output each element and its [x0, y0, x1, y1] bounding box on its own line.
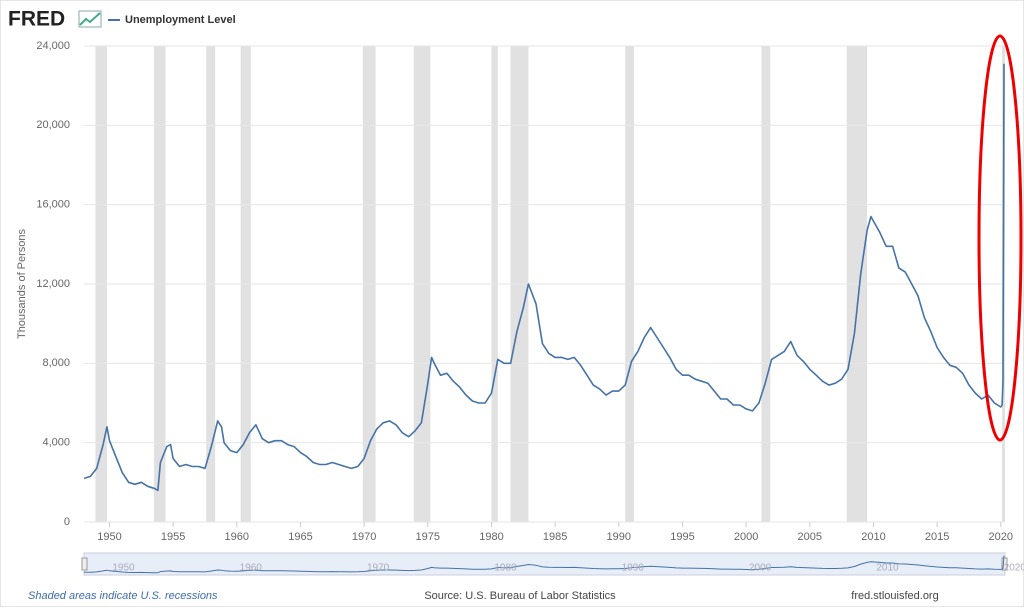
navigator-tick-label: 1990	[622, 563, 645, 574]
y-tick-label: 16,000	[36, 199, 70, 211]
x-tick-label: 1950	[97, 531, 121, 543]
x-tick-label: 1985	[543, 531, 567, 543]
navigator-handle[interactable]	[1001, 557, 1008, 571]
x-tick-label: 2015	[925, 531, 949, 543]
x-tick-label: 2010	[861, 531, 885, 543]
navigator[interactable]	[83, 552, 1006, 576]
x-tick-label: 1990	[607, 531, 631, 543]
logo: FRED	[8, 8, 65, 31]
x-tick-label: 1960	[225, 531, 249, 543]
y-tick-label: 8,000	[42, 357, 70, 369]
footer-source: Source: U.S. Bureau of Labor Statistics	[424, 590, 616, 602]
navigator-tick-label: 2010	[876, 563, 899, 574]
y-tick-label: 12,000	[36, 278, 70, 290]
y-tick-label: 4,000	[42, 437, 70, 449]
y-tick-label: 24,000	[36, 40, 70, 52]
x-tick-label: 1980	[479, 531, 503, 543]
logo-icon	[78, 10, 102, 28]
footer-note: Shaded areas indicate U.S. recessions	[28, 590, 218, 602]
series-line	[83, 63, 1005, 492]
x-tick-label: 1970	[352, 531, 376, 543]
x-tick-label: 2000	[734, 531, 758, 543]
y-tick-label: 20,000	[36, 119, 70, 131]
navigator-tick-label: 1960	[240, 563, 263, 574]
navigator-tick-label: 1950	[112, 563, 135, 574]
navigator-tick-label: 1980	[494, 563, 517, 574]
y-axis-label: Thousands of Persons	[16, 228, 28, 339]
navigator-tick-label: 2000	[749, 563, 772, 574]
legend-label: Unemployment Level	[125, 14, 236, 26]
navigator-tick-label: 2020	[1004, 563, 1024, 574]
x-tick-label: 2020	[989, 531, 1013, 543]
x-tick-label: 1965	[288, 531, 312, 543]
navigator-handle[interactable]	[81, 557, 88, 571]
highlight-ellipse	[977, 34, 1023, 442]
x-tick-label: 2005	[798, 531, 822, 543]
x-tick-label: 1975	[416, 531, 440, 543]
navigator-line	[83, 555, 1005, 574]
navigator-tick-label: 1970	[367, 563, 390, 574]
x-tick-label: 1995	[670, 531, 694, 543]
footer-site: fred.stlouisfed.org	[851, 590, 938, 602]
x-tick-label: 1955	[161, 531, 185, 543]
y-tick-label: 0	[64, 516, 70, 528]
